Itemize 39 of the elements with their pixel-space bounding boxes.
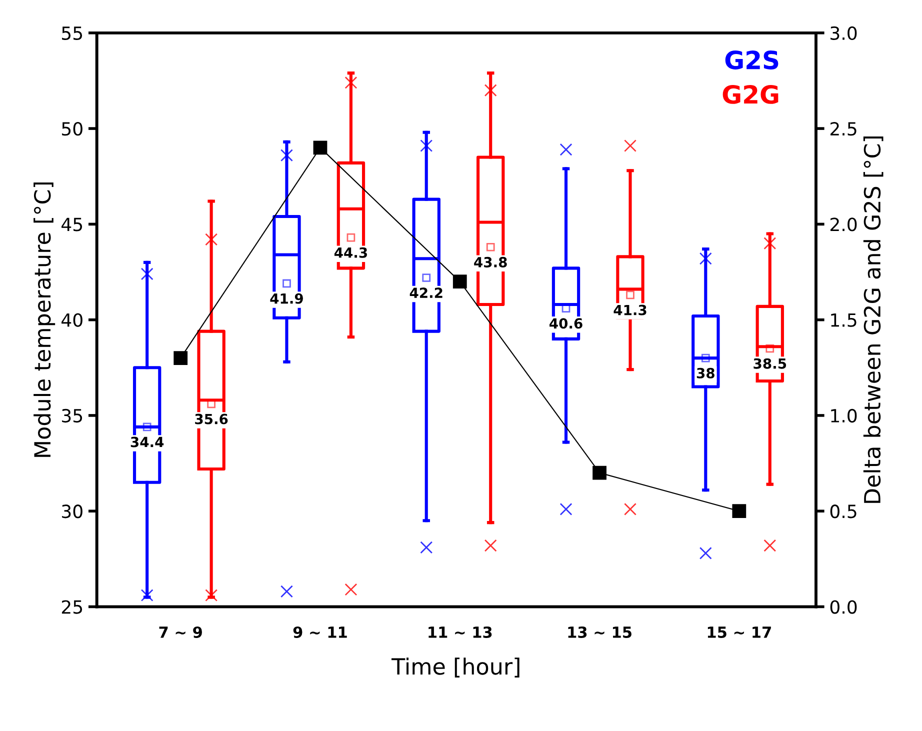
text: 38.5 <box>754 358 786 369</box>
text: 34.4 <box>130 436 164 448</box>
x-axis-title: Time [hour] <box>391 658 520 678</box>
y-tick-label: 25 <box>62 600 82 614</box>
text: 40.6 <box>550 318 582 329</box>
text: 38 <box>696 368 714 378</box>
y-axis-title: Module temperature [°C] <box>34 182 56 457</box>
y-tick-label: 40 <box>62 313 82 327</box>
y2-axis-title: Delta between G2G and G2S [°C] <box>863 136 884 503</box>
y-tick-label: 45 <box>62 218 82 232</box>
y2-tick-label: 2.0 <box>830 218 857 232</box>
y2-tick-label: 1.5 <box>831 314 856 327</box>
point <box>313 140 328 155</box>
x-tick-label: 9 ~ 11 <box>293 626 347 638</box>
text: 41.3 <box>614 304 646 316</box>
text: 44.3 <box>334 247 367 258</box>
point <box>592 466 606 480</box>
x-tick-label: 7 ~ 9 <box>159 626 202 638</box>
text: 41.9 <box>270 293 303 304</box>
point <box>732 504 746 518</box>
x-tick-label: 15 ~ 17 <box>708 626 771 638</box>
y-tick-label: 55 <box>62 26 82 40</box>
y2-tick-label: 3.0 <box>830 26 857 40</box>
y2-tick-label: 0.0 <box>830 600 857 614</box>
y2-tick-label: 0.5 <box>830 504 856 518</box>
x-tick-label: 11 ~ 13 <box>428 626 492 638</box>
y2-tick-label: 2.5 <box>830 122 856 136</box>
x-tick-label: 13 ~ 15 <box>568 626 632 638</box>
point <box>174 351 188 366</box>
text: 42.2 <box>410 288 442 298</box>
point <box>452 274 467 288</box>
y2-tick-label: 1.0 <box>831 408 857 423</box>
text: G2S <box>725 50 778 70</box>
y-tick-label: 30 <box>62 504 82 518</box>
y-tick-label: 35 <box>62 408 82 423</box>
text: G2G <box>722 84 778 104</box>
y-tick-label: 50 <box>62 122 82 136</box>
text: 35.6 <box>195 414 228 424</box>
text: 43.8 <box>474 256 507 268</box>
